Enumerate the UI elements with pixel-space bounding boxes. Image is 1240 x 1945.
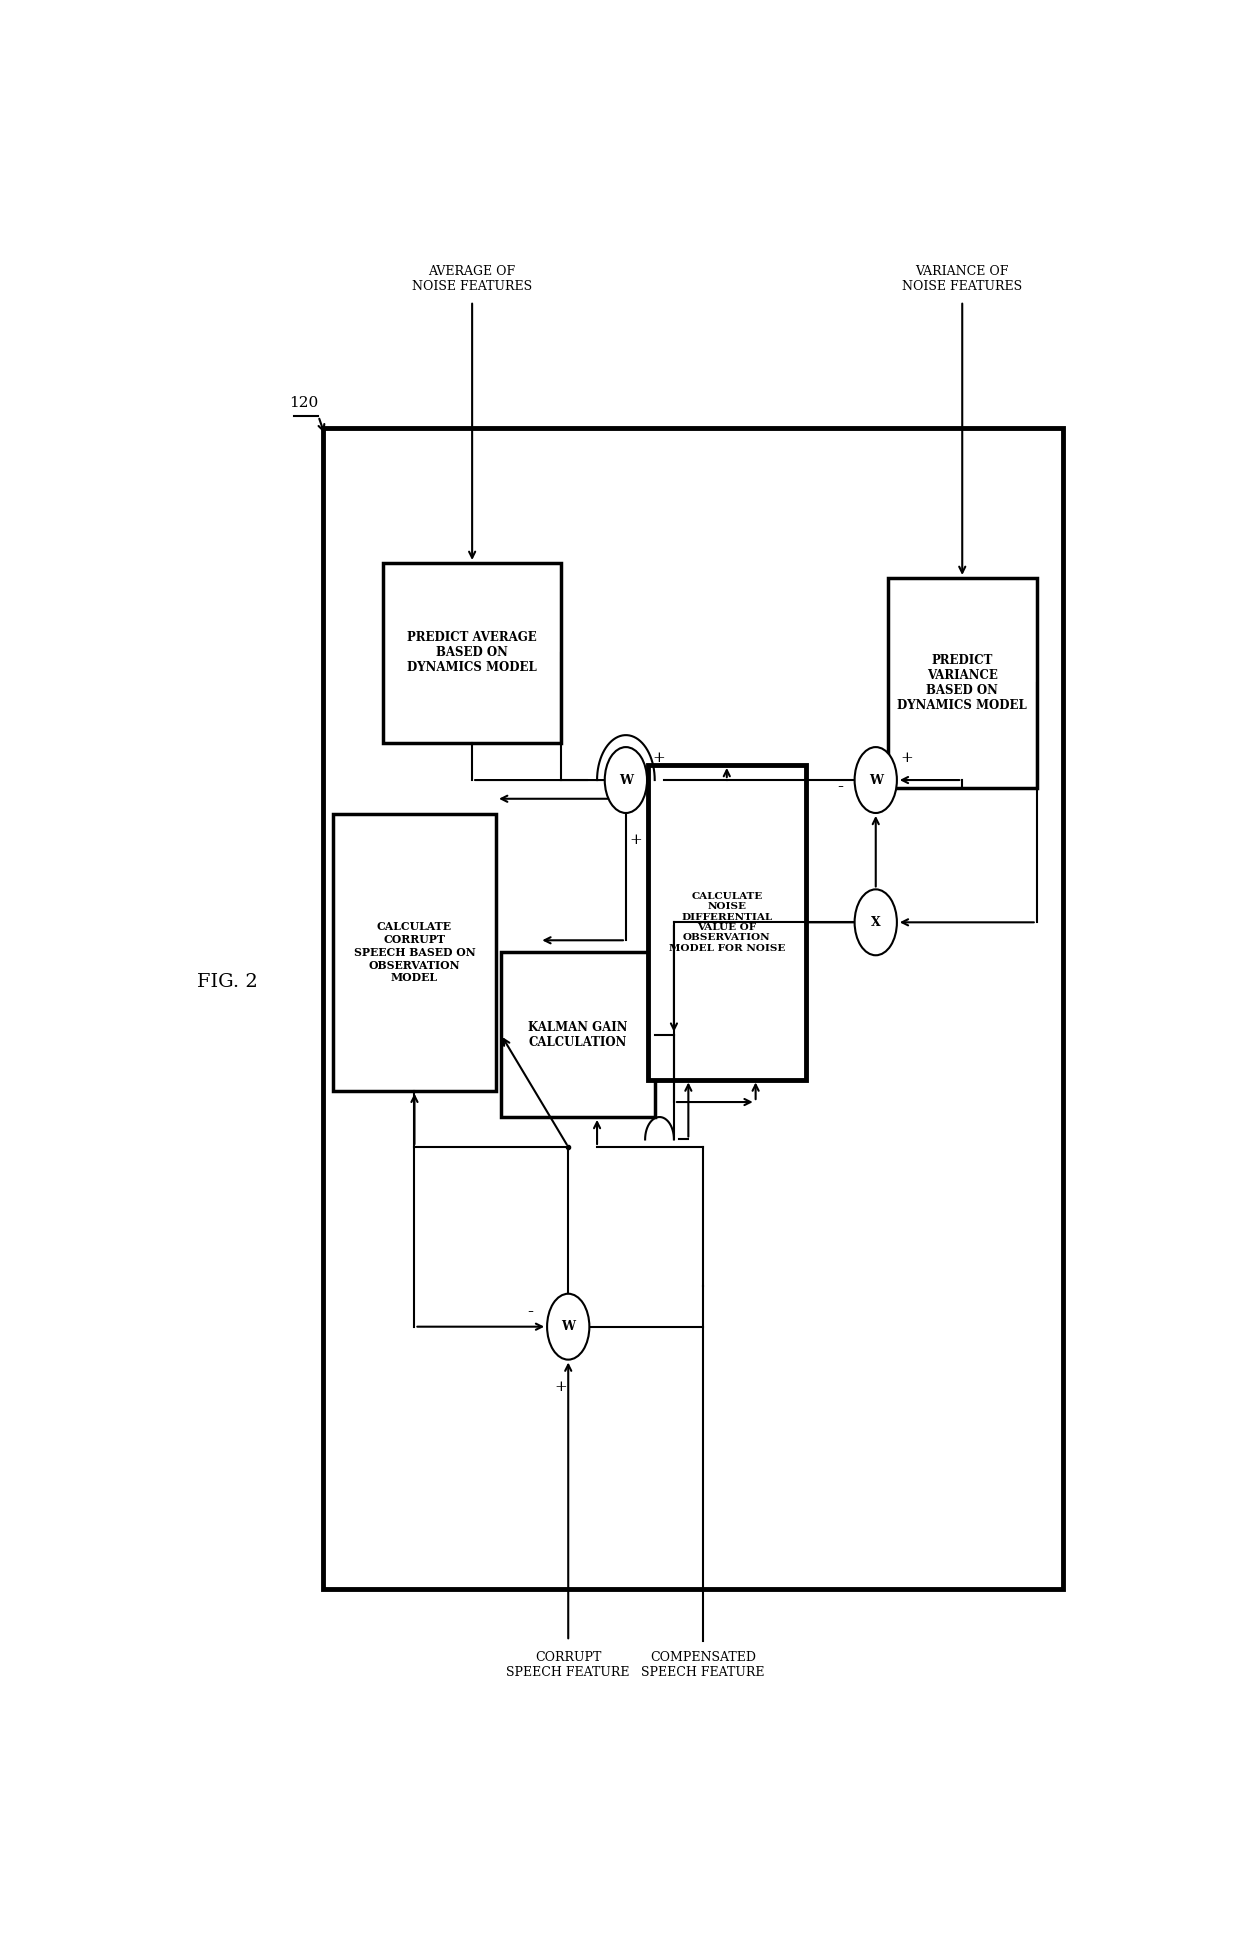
- FancyBboxPatch shape: [647, 764, 806, 1079]
- Text: FIG. 2: FIG. 2: [197, 972, 258, 992]
- Text: +: +: [554, 1379, 567, 1393]
- Text: PREDICT
VARIANCE
BASED ON
DYNAMICS MODEL: PREDICT VARIANCE BASED ON DYNAMICS MODEL: [898, 654, 1027, 712]
- Text: +: +: [900, 751, 913, 764]
- FancyBboxPatch shape: [383, 562, 560, 743]
- Text: W: W: [562, 1321, 575, 1332]
- Text: PREDICT AVERAGE
BASED ON
DYNAMICS MODEL: PREDICT AVERAGE BASED ON DYNAMICS MODEL: [407, 632, 537, 675]
- Circle shape: [854, 889, 897, 955]
- Text: -: -: [527, 1303, 533, 1321]
- FancyBboxPatch shape: [888, 578, 1037, 788]
- FancyBboxPatch shape: [332, 813, 496, 1091]
- Text: CALCULATE
NOISE
DIFFERENTIAL
VALUE OF
OBSERVATION
MODEL FOR NOISE: CALCULATE NOISE DIFFERENTIAL VALUE OF OB…: [668, 893, 785, 953]
- FancyBboxPatch shape: [324, 428, 1063, 1589]
- Text: CALCULATE
CORRUPT
SPEECH BASED ON
OBSERVATION
MODEL: CALCULATE CORRUPT SPEECH BASED ON OBSERV…: [353, 922, 475, 984]
- Circle shape: [854, 747, 897, 813]
- FancyBboxPatch shape: [501, 953, 655, 1116]
- Text: CORRUPT
SPEECH FEATURE: CORRUPT SPEECH FEATURE: [506, 1651, 630, 1679]
- Text: COMPENSATED
SPEECH FEATURE: COMPENSATED SPEECH FEATURE: [641, 1651, 765, 1679]
- Text: W: W: [619, 774, 632, 786]
- Text: -: -: [837, 778, 843, 797]
- Text: +: +: [629, 832, 642, 846]
- Circle shape: [547, 1293, 589, 1360]
- Text: KALMAN GAIN
CALCULATION: KALMAN GAIN CALCULATION: [528, 1021, 627, 1048]
- Text: W: W: [869, 774, 883, 786]
- Text: VARIANCE OF
NOISE FEATURES: VARIANCE OF NOISE FEATURES: [903, 265, 1022, 294]
- Text: 120: 120: [289, 397, 319, 410]
- Text: +: +: [652, 751, 665, 764]
- Circle shape: [605, 747, 647, 813]
- Text: X: X: [870, 916, 880, 930]
- Text: AVERAGE OF
NOISE FEATURES: AVERAGE OF NOISE FEATURES: [412, 265, 532, 294]
